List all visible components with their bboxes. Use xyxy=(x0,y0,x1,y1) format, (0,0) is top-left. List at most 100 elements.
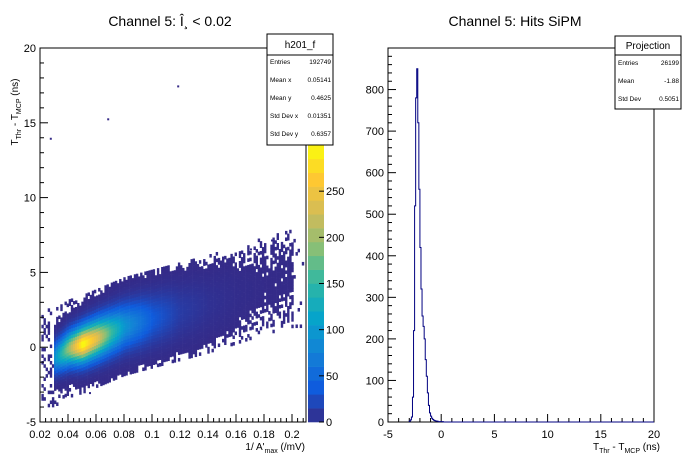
heatmap-cell xyxy=(127,292,130,296)
heatmap-cell xyxy=(129,328,132,332)
heatmap-cell xyxy=(129,288,132,293)
heatmap-cell xyxy=(226,321,229,325)
heatmap-cell xyxy=(98,304,101,308)
heatmap-cell xyxy=(238,254,242,259)
heatmap-cell xyxy=(156,287,160,292)
heatmap-cell xyxy=(175,295,179,300)
heatmap-cell xyxy=(234,278,237,283)
heatmap-cell xyxy=(253,266,256,270)
heatmap-cell xyxy=(117,329,120,333)
heatmap-cell xyxy=(108,362,111,367)
heatmap-cell xyxy=(117,283,120,287)
heatmap-cell xyxy=(192,304,195,309)
heatmap-cell xyxy=(133,294,137,298)
heatmap-cell xyxy=(104,291,107,296)
heatmap-cell xyxy=(106,327,109,331)
heatmap-cell xyxy=(264,266,267,270)
heatmap-cell xyxy=(60,383,63,387)
heatmap-cell xyxy=(182,274,185,279)
heatmap-cell xyxy=(66,382,69,387)
heatmap-cell xyxy=(211,338,214,343)
heatmap-cell xyxy=(96,344,99,349)
heatmap-cell xyxy=(75,306,78,311)
heatmap-cell xyxy=(119,315,122,319)
heatmap-cell xyxy=(142,288,145,293)
heatmap-cell xyxy=(135,303,139,307)
heatmap-cell xyxy=(217,300,221,305)
heatmap-cell xyxy=(117,342,120,346)
heatmap-cell xyxy=(194,297,198,302)
heatmap-cell xyxy=(287,306,290,310)
heatmap-cell xyxy=(56,320,59,324)
heatmap-cell xyxy=(222,286,225,290)
y-tick-label: 15 xyxy=(24,118,36,130)
heatmap-cell xyxy=(72,380,76,384)
heatmap-cell xyxy=(230,257,233,261)
heatmap-cell xyxy=(236,311,240,315)
heatmap-cell xyxy=(167,278,170,283)
heatmap-cell xyxy=(77,355,80,360)
heatmap-cell xyxy=(222,296,225,300)
heatmap-cell xyxy=(163,319,166,323)
heatmap-cell xyxy=(64,360,67,365)
heatmap-cell xyxy=(64,334,67,339)
heatmap-cell xyxy=(135,283,139,288)
heatmap-cell xyxy=(240,270,244,274)
heatmap-cell xyxy=(152,302,156,306)
heatmap-cell xyxy=(173,316,177,320)
heatmap-cell xyxy=(159,313,162,318)
heatmap-cell xyxy=(180,304,183,309)
heatmap-cell xyxy=(243,305,246,310)
heatmap-cell xyxy=(159,333,162,337)
heatmap-cell xyxy=(190,288,193,293)
heatmap-cell xyxy=(251,296,254,301)
heatmap-cell xyxy=(142,341,145,345)
heatmap-cell xyxy=(64,364,67,368)
heatmap-cell xyxy=(207,307,210,311)
heatmap-cell xyxy=(83,300,86,305)
heatmap-cell xyxy=(123,319,126,324)
heatmap-cell xyxy=(140,302,143,306)
heatmap-cell xyxy=(68,299,72,303)
heatmap-cell xyxy=(131,297,135,302)
heatmap-cell xyxy=(138,335,141,340)
heatmap-cell xyxy=(125,355,128,360)
heatmap-cell xyxy=(75,310,78,314)
heatmap-cell xyxy=(131,307,135,312)
heatmap-cell xyxy=(177,292,181,296)
heatmap-cell xyxy=(152,275,156,280)
heatmap-cell xyxy=(205,327,208,332)
heatmap-cell xyxy=(245,282,248,286)
heatmap-cell xyxy=(87,302,90,306)
heatmap-cell xyxy=(165,341,168,346)
heatmap-cell xyxy=(171,283,174,288)
heatmap-cell xyxy=(152,312,156,316)
heatmap-cell xyxy=(219,283,223,288)
heatmap-cell xyxy=(72,310,76,315)
heatmap-cell xyxy=(230,286,233,291)
heatmap-cell xyxy=(47,370,51,375)
heatmap-cell xyxy=(184,329,187,334)
heatmap-cell xyxy=(121,373,124,378)
heatmap-cell xyxy=(274,246,277,251)
heatmap-cell xyxy=(83,320,86,325)
heatmap-cell xyxy=(173,349,177,353)
heatmap-cell xyxy=(144,350,147,355)
heatmap-cell xyxy=(75,346,78,351)
heatmap-cell xyxy=(156,304,160,308)
heatmap-cell xyxy=(96,357,99,362)
heatmap-cell xyxy=(133,349,137,354)
heatmap-cell xyxy=(222,325,225,330)
heatmap-cell xyxy=(165,315,168,319)
heatmap-cell xyxy=(87,368,90,372)
heatmap-cell xyxy=(224,288,227,293)
heatmap-cell xyxy=(114,313,118,318)
heatmap-cell xyxy=(148,316,151,321)
heatmap-cell xyxy=(177,338,181,342)
heatmap-cell xyxy=(255,321,258,326)
heatmap-cell xyxy=(165,334,168,339)
heatmap-cell xyxy=(119,295,122,300)
heatmap-cell xyxy=(148,306,151,311)
heatmap-cell xyxy=(123,277,126,281)
heatmap-cell xyxy=(156,291,160,295)
